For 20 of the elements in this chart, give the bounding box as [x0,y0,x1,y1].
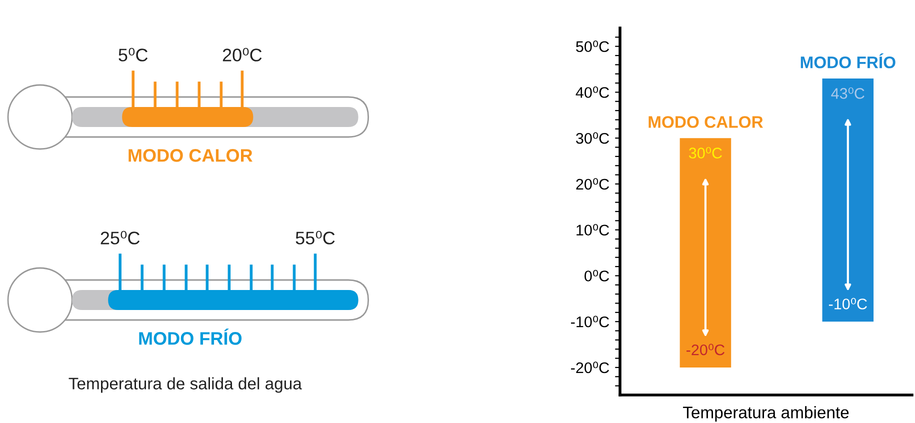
annotation: 43⁰C [831,87,864,99]
text: 55⁰C [296,230,335,244]
x-axis-title: Temperatura ambiente [683,406,849,422]
y-tick-label: -10⁰C [571,316,609,328]
annotation: -20⁰C [686,344,724,356]
y-tick-label: 50⁰C [576,40,609,52]
text: Temperatura de salida del agua [68,377,302,393]
annotation: -10⁰C [828,298,867,310]
y-tick-label: 40⁰C [576,86,609,98]
y-tick-label: 10⁰C [576,224,609,236]
y-tick-label: -20⁰C [571,362,609,374]
text: 5⁰C [118,48,148,62]
y-tick-label: 0⁰C [584,270,609,282]
y-tick-label: 30⁰C [576,132,609,144]
annotation: 30⁰C [688,147,722,158]
y-tick-label: 20⁰C [576,178,609,190]
text: 20⁰C [222,48,262,62]
text: MODO CALOR [128,149,252,162]
text: 25⁰C [100,230,140,244]
text: MODO FRÍO [139,328,242,345]
